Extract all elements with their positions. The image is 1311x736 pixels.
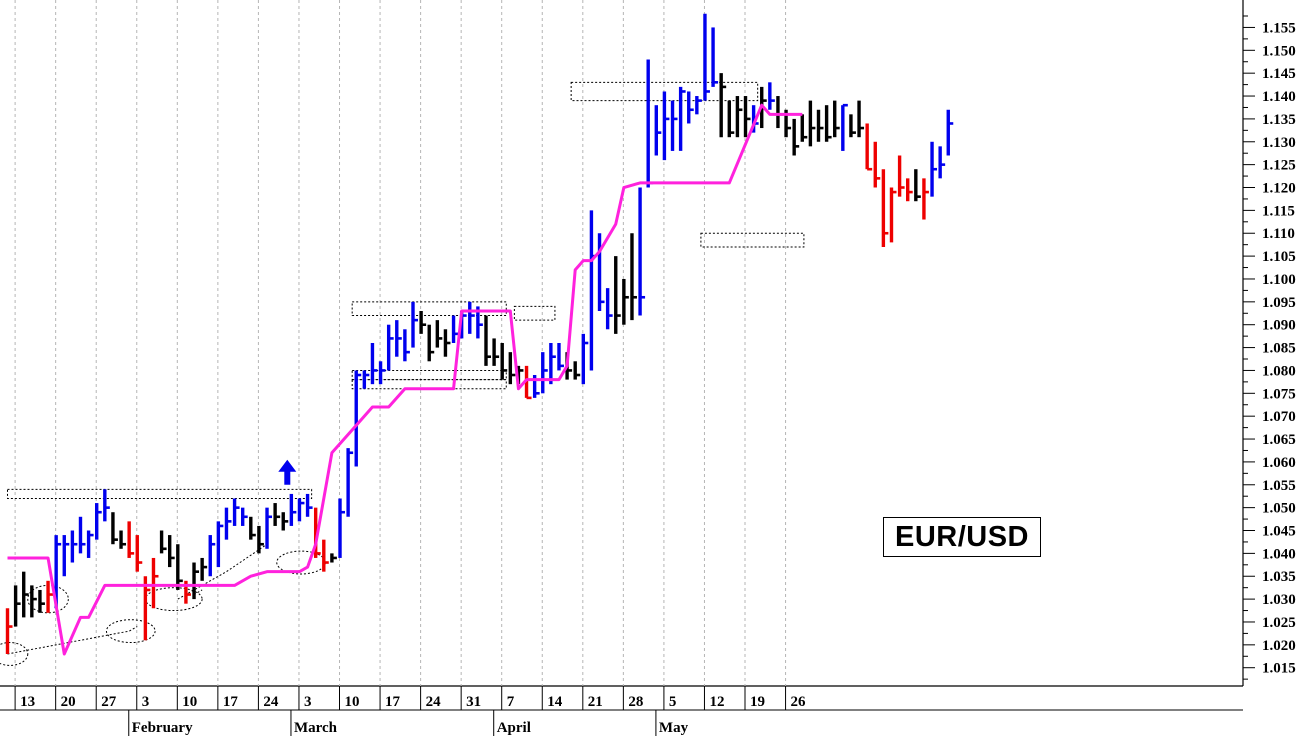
pattern-ellipse (105, 619, 156, 644)
y-tick-label: 1.125 (1262, 158, 1296, 174)
y-tick-label: 1.150 (1262, 43, 1296, 59)
x-tick-label: 7 (507, 694, 515, 710)
y-tick-label: 1.090 (1262, 318, 1296, 334)
y-tick-label: 1.095 (1262, 295, 1296, 311)
pattern-box (7, 488, 313, 499)
x-tick-label: 3 (142, 694, 150, 710)
x-tick-label: 24 (426, 694, 442, 710)
x-tick-label: 20 (61, 694, 76, 710)
y-tick-label: 1.120 (1262, 181, 1296, 197)
y-tick-label: 1.110 (1262, 226, 1295, 242)
pattern-box (570, 81, 759, 102)
pattern-box (351, 369, 507, 381)
x-tick-label: 19 (750, 694, 765, 710)
y-tick-label: 1.140 (1262, 89, 1296, 105)
chart-annotations (0, 81, 805, 666)
x-tick-label: 12 (709, 694, 724, 710)
chart-title: EUR/USD (883, 517, 1041, 557)
y-tick-label: 1.135 (1262, 112, 1296, 128)
stop-line-series (7, 103, 803, 656)
x-tick-label: 17 (223, 694, 239, 710)
month-label: May (659, 720, 689, 736)
month-label: April (497, 720, 531, 736)
x-axis: 13 20 27 3 10 17 24 3 10 17 24 31 7 14 21 28 5 12 19 26 Febr… (0, 686, 1243, 736)
y-axis: 1.015 1.020 1.025 1.030 1.035 1.040 1.045 1.050… (1243, 15, 1296, 680)
x-tick-label: 26 (791, 694, 807, 710)
x-tick-label: 17 (385, 694, 401, 710)
up-arrow-icon (278, 459, 297, 485)
chart-grid (0, 0, 1244, 687)
x-tick-label: 10 (182, 694, 197, 710)
y-tick-label: 1.020 (1262, 638, 1296, 654)
y-tick-label: 1.105 (1262, 249, 1296, 265)
x-tick-label: 24 (263, 694, 279, 710)
pattern-box (351, 301, 507, 317)
x-tick-label: 13 (20, 694, 35, 710)
y-tick-label: 1.080 (1262, 363, 1296, 379)
x-tick-label: 31 (466, 694, 481, 710)
trend-line (177, 543, 268, 600)
y-tick-label: 1.075 (1262, 386, 1296, 402)
y-tick-label: 1.085 (1262, 341, 1296, 357)
trend-line (7, 626, 138, 655)
y-tick-label: 1.055 (1262, 478, 1296, 494)
pattern-box (700, 232, 805, 248)
x-tick-label: 27 (101, 694, 117, 710)
x-tick-label: 10 (345, 694, 360, 710)
y-tick-label: 1.040 (1262, 546, 1296, 562)
y-tick-label: 1.065 (1262, 432, 1296, 448)
y-tick-label: 1.155 (1262, 20, 1296, 36)
x-tick-label: 21 (588, 694, 603, 710)
month-label: March (294, 720, 338, 736)
month-label: February (132, 720, 193, 736)
y-tick-label: 1.070 (1262, 409, 1296, 425)
y-tick-label: 1.015 (1262, 661, 1296, 677)
y-tick-label: 1.130 (1262, 135, 1296, 151)
y-tick-label: 1.145 (1262, 66, 1296, 82)
y-tick-label: 1.115 (1262, 203, 1295, 219)
price-bars (5, 13, 954, 654)
y-tick-label: 1.050 (1262, 501, 1296, 517)
x-tick-label: 28 (628, 694, 643, 710)
y-tick-label: 1.045 (1262, 524, 1296, 540)
x-tick-label: 5 (669, 694, 677, 710)
y-tick-label: 1.030 (1262, 592, 1296, 608)
y-tick-label: 1.100 (1262, 272, 1296, 288)
x-tick-label: 3 (304, 694, 312, 710)
x-tick-label: 14 (547, 694, 563, 710)
y-tick-label: 1.035 (1262, 569, 1296, 585)
pattern-box (513, 305, 556, 321)
stop-line (7, 103, 803, 656)
pattern-ellipse (0, 642, 29, 666)
y-tick-label: 1.025 (1262, 615, 1296, 631)
y-tick-label: 1.060 (1262, 455, 1296, 471)
